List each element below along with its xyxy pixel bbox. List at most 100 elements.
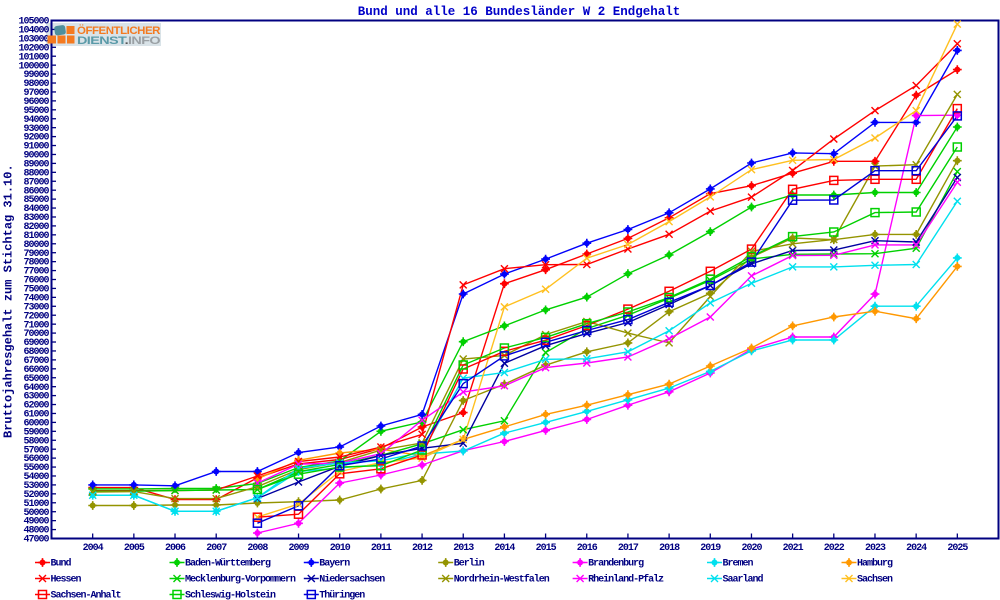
svg-text:92000: 92000 [23,133,49,144]
svg-text:55000: 55000 [23,463,49,474]
svg-text:Bruttojahresgehalt zum Stichta: Bruttojahresgehalt zum Stichtag 31.10. [2,164,16,438]
svg-text:2013: 2013 [453,543,474,554]
svg-text:66000: 66000 [23,365,49,376]
svg-text:Hessen: Hessen [51,575,82,586]
svg-text:2008: 2008 [247,543,268,554]
svg-text:Rheinland-Pfalz: Rheinland-Pfalz [588,574,664,586]
svg-text:100000: 100000 [18,61,49,72]
svg-text:DIENST.INFO: DIENST .INFO [77,35,160,47]
svg-text:Schleswig-Holstein: Schleswig-Holstein [185,590,276,600]
svg-text:85000: 85000 [23,195,49,206]
svg-text:51000: 51000 [23,499,49,510]
svg-text:104000: 104000 [18,26,49,37]
svg-text:49000: 49000 [23,517,49,528]
svg-text:2024: 2024 [906,543,927,554]
svg-text:Niedersachsen: Niedersachsen [319,574,385,586]
svg-text:2011: 2011 [371,543,392,554]
svg-text:103000: 103000 [18,34,49,45]
svg-text:Bayern: Bayern [319,559,350,570]
svg-text:2021: 2021 [783,543,804,554]
svg-text:93000: 93000 [23,124,49,135]
svg-text:Sachsen-Anhalt: Sachsen-Anhalt [51,590,122,600]
svg-text:2010: 2010 [330,543,351,554]
svg-text:69000: 69000 [23,338,49,349]
svg-text:97000: 97000 [23,88,49,99]
svg-text:2018: 2018 [659,543,680,554]
svg-text:91000: 91000 [23,142,49,153]
svg-text:ÖFFENTLICHER: ÖFFENTLICHER [77,24,161,37]
svg-text:74000: 74000 [23,293,49,304]
svg-text:2012: 2012 [412,543,433,554]
svg-text:77000: 77000 [23,267,49,278]
svg-text:2015: 2015 [536,543,557,554]
svg-text:105000: 105000 [18,17,49,28]
svg-text:Bund: Bund [51,558,72,570]
svg-text:47000: 47000 [23,535,49,546]
svg-text:87000: 87000 [23,177,49,188]
svg-text:Hamburg: Hamburg [857,558,893,570]
svg-text:60000: 60000 [23,419,49,430]
svg-text:84000: 84000 [23,204,49,215]
svg-text:Sachsen: Sachsen [857,574,893,586]
svg-text:73000: 73000 [23,302,49,313]
svg-text:80000: 80000 [23,240,49,251]
svg-text:Berlin: Berlin [454,558,485,570]
svg-text:88000: 88000 [23,168,49,179]
svg-text:82000: 82000 [23,222,49,233]
svg-text:Brandenburg: Brandenburg [588,558,644,570]
svg-text:71000: 71000 [23,320,49,331]
svg-text:98000: 98000 [23,79,49,90]
svg-text:2014: 2014 [494,543,515,554]
svg-text:64000: 64000 [23,383,49,394]
svg-text:90000: 90000 [23,151,49,162]
svg-text:2019: 2019 [700,543,721,554]
svg-text:2017: 2017 [618,543,639,554]
svg-text:65000: 65000 [23,374,49,385]
svg-text:79000: 79000 [23,249,49,260]
svg-text:63000: 63000 [23,392,49,403]
svg-text:Bund und alle 16 Bundesländer: Bund und alle 16 Bundesländer W 2 Endgeh… [358,5,681,19]
svg-text:59000: 59000 [23,427,49,438]
svg-text:2006: 2006 [165,543,186,554]
svg-text:99000: 99000 [23,70,49,81]
svg-text:70000: 70000 [23,329,49,340]
svg-text:2004: 2004 [83,543,104,554]
svg-text:94000: 94000 [23,115,49,126]
svg-text:2005: 2005 [124,543,145,554]
svg-text:86000: 86000 [23,186,49,197]
svg-text:Bremen: Bremen [723,559,754,570]
svg-text:2016: 2016 [577,543,598,554]
svg-text:101000: 101000 [18,52,49,63]
svg-text:58000: 58000 [23,436,49,447]
svg-text:62000: 62000 [23,401,49,412]
svg-text:53000: 53000 [23,481,49,492]
svg-text:2023: 2023 [865,543,886,554]
svg-text:81000: 81000 [23,231,49,242]
svg-text:67000: 67000 [23,356,49,367]
svg-text:Mecklenburg-Vorpommern: Mecklenburg-Vorpommern [185,574,296,586]
svg-text:Baden-Württemberg: Baden-Württemberg [185,558,271,570]
svg-text:75000: 75000 [23,285,49,296]
svg-text:Saarland: Saarland [723,574,764,586]
svg-text:102000: 102000 [18,43,49,54]
svg-text:50000: 50000 [23,508,49,519]
svg-text:2020: 2020 [741,543,762,554]
svg-text:68000: 68000 [23,347,49,358]
svg-text:Thüringen: Thüringen [319,590,365,600]
svg-text:78000: 78000 [23,258,49,269]
svg-text:96000: 96000 [23,97,49,108]
svg-text:89000: 89000 [23,160,49,171]
svg-text:48000: 48000 [23,526,49,537]
svg-text:2009: 2009 [289,543,310,554]
svg-text:57000: 57000 [23,445,49,456]
svg-text:2007: 2007 [206,543,227,554]
svg-text:56000: 56000 [23,454,49,465]
svg-text:72000: 72000 [23,311,49,322]
svg-text:52000: 52000 [23,490,49,501]
svg-text:83000: 83000 [23,213,49,224]
svg-text:2025: 2025 [947,543,968,554]
svg-text:95000: 95000 [23,106,49,117]
svg-text:54000: 54000 [23,472,49,483]
svg-text:2022: 2022 [824,543,845,554]
svg-text:61000: 61000 [23,410,49,421]
